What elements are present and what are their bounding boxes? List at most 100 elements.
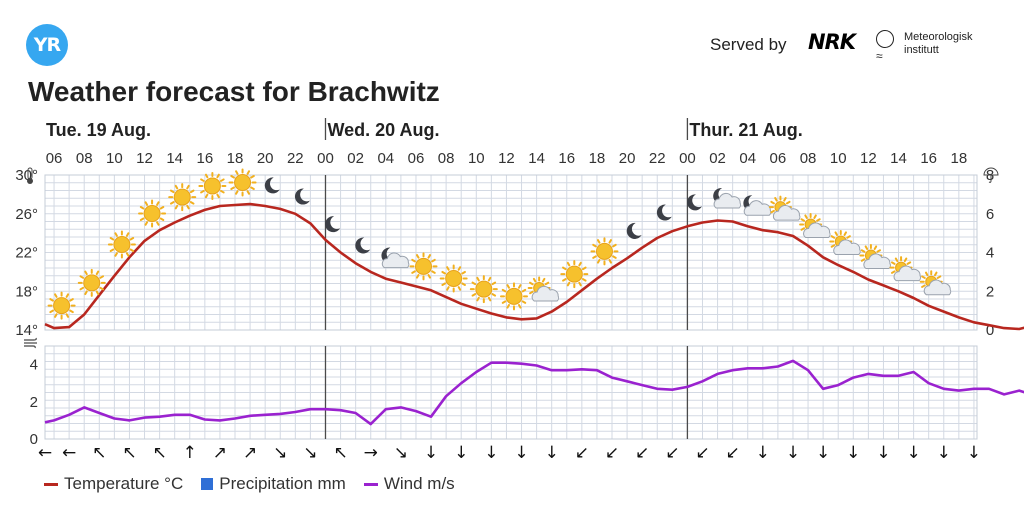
wind-direction-arrow: ↘ [273, 443, 287, 463]
legend-temperature-swatch [44, 482, 58, 486]
weather-symbol-sun-icon [138, 199, 167, 228]
yr-logo[interactable]: YR [26, 24, 68, 66]
legend-wind-label: Wind m/s [383, 474, 455, 493]
hour-tick-label: 06 [408, 150, 425, 167]
nrk-logo[interactable]: NRK [808, 30, 856, 54]
hour-tick-label: 18 [589, 150, 606, 167]
wind-direction-arrow: ↙ [726, 443, 740, 463]
weather-symbol-partly-cloudy-night-icon [381, 247, 410, 269]
wind-direction-arrow: ↓ [846, 443, 860, 463]
hour-tick-label: 12 [498, 150, 515, 167]
hour-tick-label: 14 [890, 150, 907, 167]
wind-direction-arrow: ↙ [635, 443, 649, 463]
temp-ytick-label: 18° [15, 283, 38, 300]
wind-direction-arrow: ↘ [303, 443, 317, 463]
hour-tick-label: 06 [770, 150, 787, 167]
hour-tick-label: 16 [920, 150, 937, 167]
hour-tick-label: 02 [709, 150, 726, 167]
hour-tick-label: 20 [257, 150, 274, 167]
weather-symbol-moon-icon [355, 237, 371, 254]
hour-tick-label: 12 [860, 150, 877, 167]
weather-symbol-partly-cloudy-night-icon [713, 187, 742, 209]
legend-wind-swatch [363, 482, 378, 486]
legend-wind[interactable]: Wind m/s [363, 474, 455, 494]
forecast-chart: Tue. 19 Aug. Wed. 20 Aug. Thur. 21 Aug. 06 0… [15, 118, 1024, 463]
temp-ytick-label: 22° [15, 245, 38, 262]
weather-symbol-sun-icon [228, 168, 257, 197]
legend-precipitation-swatch [201, 478, 214, 490]
weather-symbol-sun-icon [499, 282, 528, 311]
hour-tick-label: 04 [739, 150, 756, 167]
weather-symbol-moon-icon [656, 204, 672, 221]
legend-precipitation-label: Precipitation mm [219, 474, 346, 493]
wind-direction-arrow: → [364, 443, 378, 463]
wind-direction-arrow: ↖ [92, 443, 106, 463]
wind-direction-arrow: ↓ [876, 443, 890, 463]
precip-ytick-label: 6 [986, 206, 994, 223]
precip-ytick-label: 4 [986, 245, 994, 262]
weather-symbol-moon-icon [626, 222, 642, 239]
hour-tick-label: 18 [227, 150, 244, 167]
wind-line [44, 359, 1024, 426]
wind-direction-arrow: ↙ [575, 443, 589, 463]
hour-tick-label: 20 [619, 150, 636, 167]
wind-direction-arrow: ↓ [756, 443, 770, 463]
temp-ytick-label: 14° [15, 322, 38, 339]
day-label: Tue. 19 Aug. [46, 120, 151, 140]
temp-ytick-label: 26° [15, 206, 38, 223]
hour-tick-label: 22 [649, 150, 666, 167]
weather-symbol-sun-icon [77, 268, 106, 297]
hour-tick-label: 10 [106, 150, 123, 167]
page-title: Weather forecast for Brachwitz [28, 76, 440, 107]
hour-tick-label: 10 [830, 150, 847, 167]
weather-symbol-sun-icon [590, 237, 619, 266]
precip-ytick-label: 2 [986, 283, 994, 300]
wind-direction-arrow: ← [62, 443, 76, 463]
weather-symbol-partly-cloudy-day-icon [859, 244, 891, 270]
hour-tick-label: 08 [438, 150, 455, 167]
chart-legend: Temperature °C Precipitation mm Wind m/s [44, 474, 473, 494]
wind-direction-arrow: ↗ [213, 443, 227, 463]
wind-direction-arrow: ↓ [786, 443, 800, 463]
temperature-line [44, 202, 1024, 331]
hour-tick-label: 00 [679, 150, 696, 167]
weather-symbol-sun-icon [439, 264, 468, 293]
wind-direction-arrow: ↓ [514, 443, 528, 463]
wind-direction-arrow: ← [38, 443, 52, 463]
legend-temperature[interactable]: Temperature °C [44, 474, 183, 494]
wind-direction-arrow: ↓ [937, 443, 951, 463]
hour-tick-label: 16 [197, 150, 214, 167]
wind-direction-arrow: ↓ [816, 443, 830, 463]
hour-tick-label: 08 [76, 150, 93, 167]
met-wave-icon: ≈ [876, 49, 883, 63]
day-label: Wed. 20 Aug. [327, 120, 439, 140]
legend-precipitation[interactable]: Precipitation mm [201, 474, 346, 494]
hour-tick-label: 10 [468, 150, 485, 167]
met-logo[interactable]: ≈ Meteorologisk institutt [876, 30, 1006, 62]
hour-tick-label: 12 [136, 150, 153, 167]
weather-symbol-moon-icon [687, 194, 702, 211]
weather-symbol-partly-cloudy-night-icon [743, 195, 772, 216]
weather-symbol-partly-cloudy-day-icon [919, 270, 952, 296]
met-name-line2: institutt [904, 44, 939, 56]
wind-direction-arrow: ↓ [424, 443, 438, 463]
weather-symbol-sun-icon [47, 291, 76, 320]
hour-tick-label: 02 [347, 150, 364, 167]
weather-symbol-sun-icon [198, 171, 227, 200]
wind-direction-arrow: ↗ [243, 443, 257, 463]
yr-logo-text: YR [33, 34, 61, 56]
weather-symbol-sun-icon [168, 183, 197, 212]
weather-symbol-partly-cloudy-day-icon [527, 276, 560, 302]
hour-tick-label: 16 [558, 150, 575, 167]
wind-panel-frame [44, 345, 978, 440]
hour-tick-label: 08 [800, 150, 817, 167]
wind-direction-arrow: ↘ [394, 443, 408, 463]
wind-direction-arrow: ↙ [695, 443, 709, 463]
day-label: Thur. 21 Aug. [689, 120, 802, 140]
wind-direction-arrow: ↖ [333, 443, 347, 463]
temp-ytick-label: 30° [15, 167, 38, 184]
wind-direction-arrow: ↖ [152, 443, 166, 463]
wind-direction-arrow: ↙ [665, 443, 679, 463]
hour-tick-label: 14 [528, 150, 545, 167]
wind-direction-arrow: ↓ [454, 443, 468, 463]
